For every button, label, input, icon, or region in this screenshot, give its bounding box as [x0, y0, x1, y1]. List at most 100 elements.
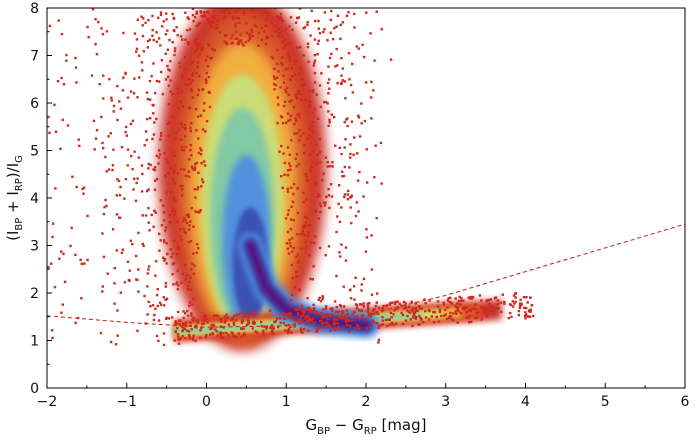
outlier-point	[334, 315, 337, 318]
outlier-point	[288, 316, 292, 320]
outlier-point	[456, 302, 459, 305]
outlier-point	[329, 31, 332, 35]
outlier-point	[305, 175, 308, 178]
outlier-point	[144, 21, 147, 25]
outlier-point	[340, 152, 343, 156]
outlier-point	[232, 314, 236, 318]
outlier-point	[517, 309, 521, 313]
outlier-point	[235, 313, 238, 317]
outlier-point	[154, 274, 157, 277]
outlier-point	[105, 30, 109, 33]
outlier-point	[380, 182, 383, 185]
outlier-point	[147, 188, 150, 191]
outlier-point	[173, 154, 176, 157]
outlier-point	[396, 300, 399, 303]
outlier-point	[485, 307, 488, 311]
outlier-point	[87, 35, 90, 39]
outlier-point	[243, 333, 246, 337]
outlier-point	[436, 305, 440, 308]
outlier-point	[184, 337, 187, 340]
outlier-point	[123, 281, 127, 284]
outlier-point	[312, 307, 316, 310]
outlier-point	[418, 307, 422, 310]
outlier-point	[92, 119, 96, 123]
outlier-point	[183, 127, 187, 131]
outlier-point	[245, 323, 249, 326]
outlier-point	[266, 12, 269, 15]
outlier-point	[242, 13, 246, 16]
outlier-point	[205, 317, 208, 321]
outlier-point	[196, 93, 200, 97]
outlier-point	[164, 12, 168, 15]
outlier-point	[412, 311, 416, 315]
outlier-point	[129, 122, 133, 126]
outlier-point	[170, 255, 173, 259]
outlier-point	[327, 194, 331, 197]
outlier-point	[224, 319, 228, 322]
outlier-point	[119, 185, 122, 189]
outlier-point	[468, 314, 471, 318]
outlier-point	[186, 309, 189, 313]
outlier-point	[213, 10, 216, 13]
outlier-point	[414, 302, 417, 305]
y-axis-label: (IBP + IRP)/IG	[4, 155, 25, 241]
outlier-point	[132, 92, 136, 95]
outlier-point	[200, 162, 203, 165]
outlier-point	[174, 131, 178, 134]
outlier-point	[374, 144, 377, 147]
outlier-point	[290, 99, 293, 102]
outlier-point	[168, 121, 171, 124]
outlier-point	[362, 55, 366, 59]
outlier-point	[342, 174, 346, 178]
outlier-point	[162, 304, 166, 307]
outlier-point	[216, 334, 219, 337]
outlier-point	[188, 158, 191, 161]
outlier-point	[59, 250, 63, 253]
outlier-point	[333, 26, 336, 30]
outlier-point	[273, 8, 277, 10]
y-tick-label: 5	[30, 144, 39, 160]
outlier-point	[168, 221, 172, 224]
outlier-point	[179, 337, 182, 340]
outlier-point	[281, 313, 284, 316]
outlier-point	[187, 170, 190, 173]
outlier-point	[340, 243, 343, 246]
outlier-point	[341, 79, 344, 82]
outlier-point	[169, 248, 172, 251]
outlier-point	[196, 46, 200, 50]
outlier-point	[474, 316, 477, 320]
outlier-point	[294, 319, 298, 322]
outlier-point	[137, 268, 140, 271]
outlier-point	[196, 55, 199, 58]
outlier-point	[245, 22, 248, 25]
outlier-point	[317, 19, 320, 23]
outlier-point	[377, 326, 380, 329]
outlier-point	[296, 132, 299, 135]
outlier-point	[191, 13, 195, 17]
outlier-point	[200, 47, 203, 50]
outlier-point	[204, 314, 207, 318]
outlier-point	[377, 306, 381, 310]
outlier-point	[59, 147, 62, 151]
outlier-point	[158, 153, 162, 156]
outlier-point	[519, 298, 522, 302]
outlier-point	[166, 48, 170, 52]
outlier-point	[137, 54, 141, 57]
outlier-point	[215, 23, 219, 27]
outlier-point	[339, 255, 342, 258]
outlier-point	[164, 285, 168, 288]
outlier-point	[318, 202, 322, 205]
outlier-point	[318, 194, 321, 198]
outlier-point	[121, 89, 125, 92]
outlier-point	[259, 320, 263, 324]
outlier-point	[366, 304, 370, 307]
outlier-point	[237, 332, 241, 335]
outlier-point	[344, 259, 348, 262]
outlier-point	[314, 208, 318, 212]
outlier-point	[326, 102, 329, 105]
outlier-point	[322, 308, 325, 311]
outlier-point	[118, 100, 121, 103]
outlier-point	[262, 332, 265, 335]
outlier-point	[375, 301, 378, 304]
outlier-point	[271, 326, 274, 330]
